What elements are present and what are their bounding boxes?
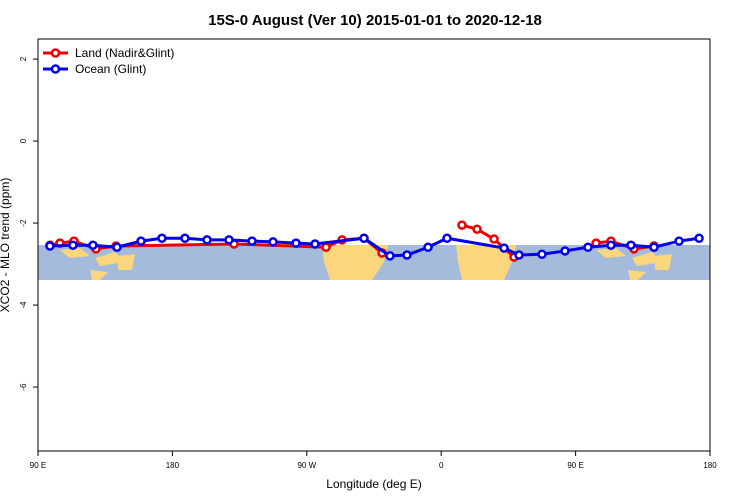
data-point xyxy=(247,236,257,246)
x-tick-label: 180 xyxy=(703,461,717,470)
data-point xyxy=(442,233,452,243)
data-point xyxy=(157,233,167,243)
data-point xyxy=(88,240,98,250)
legend: Land (Nadir&Glint) Ocean (Glint) xyxy=(43,46,174,76)
data-point xyxy=(514,250,524,260)
legend-label: Ocean (Glint) xyxy=(75,62,146,76)
map-band xyxy=(38,245,710,280)
data-point xyxy=(202,235,212,245)
chart-title: 15S-0 August (Ver 10) 2015-01-01 to 2020… xyxy=(208,12,542,29)
legend-marker xyxy=(50,64,61,74)
data-point xyxy=(359,233,369,243)
x-tick-label: 0 xyxy=(439,461,444,470)
maritime-asia xyxy=(596,248,672,280)
africa xyxy=(322,245,388,280)
y-tick-label: 2 xyxy=(19,56,28,61)
data-point xyxy=(224,235,234,245)
y-axis-label: XCO2 - MLO trend (ppm) xyxy=(0,178,12,313)
data-point xyxy=(112,242,122,253)
data-point xyxy=(136,236,146,246)
data-point xyxy=(45,241,55,251)
data-point xyxy=(626,240,636,250)
legend-label: Land (Nadir&Glint) xyxy=(75,46,174,60)
maritime-asia xyxy=(60,248,135,280)
data-point xyxy=(489,234,499,244)
y-tick-label: -6 xyxy=(19,383,28,391)
data-point xyxy=(423,242,433,253)
data-point xyxy=(402,250,412,260)
data-point xyxy=(385,251,395,261)
data-point xyxy=(694,233,704,243)
x-tick-label: 90 W xyxy=(297,461,316,470)
data-point xyxy=(674,236,684,246)
x-tick-label: 90 E xyxy=(567,461,583,470)
series-line xyxy=(49,236,700,258)
data-point xyxy=(68,240,78,250)
y-tick-label: -4 xyxy=(19,301,28,309)
x-tick-label: 180 xyxy=(166,461,180,470)
series xyxy=(45,233,704,261)
data-point xyxy=(291,238,301,248)
data-point xyxy=(583,242,593,253)
data-point xyxy=(649,242,659,253)
data-point xyxy=(268,237,278,247)
data-point xyxy=(537,249,547,259)
data-point xyxy=(560,246,570,256)
data-point xyxy=(472,224,482,234)
y-tick-label: -2 xyxy=(19,219,28,227)
data-point xyxy=(457,220,467,230)
data-point xyxy=(180,233,190,243)
plot-frame xyxy=(37,38,711,452)
x-axis-label: Longitude (deg E) xyxy=(326,477,421,491)
data-point xyxy=(499,243,509,253)
data-point xyxy=(321,242,331,253)
data-point xyxy=(606,240,616,250)
y-tick-label: 0 xyxy=(19,138,28,143)
legend-marker xyxy=(50,48,61,58)
data-point xyxy=(310,239,320,249)
x-tick-label: 90 E xyxy=(30,461,46,470)
south-america xyxy=(456,245,516,280)
